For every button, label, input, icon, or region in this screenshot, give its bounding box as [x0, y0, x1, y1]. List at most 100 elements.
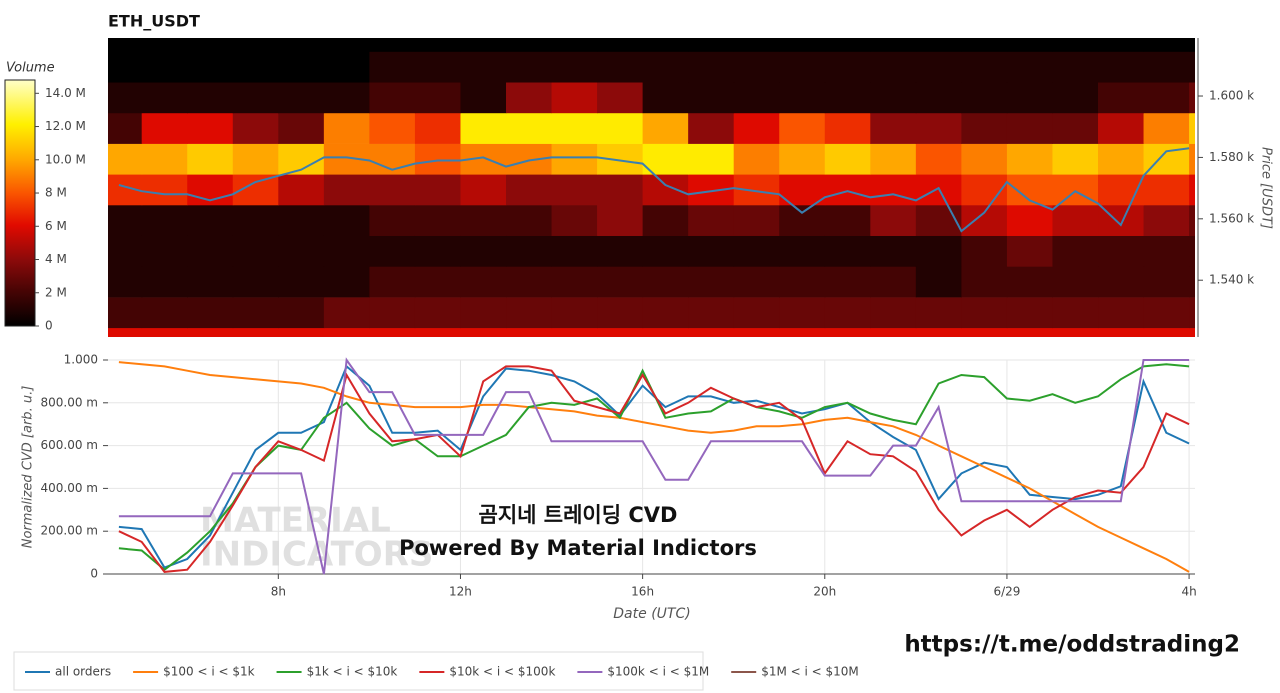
lines — [118, 357, 1190, 575]
heatmap-cell — [187, 82, 234, 114]
heatmap-cell — [870, 235, 917, 267]
heatmap-cell — [506, 51, 553, 83]
heatmap-cell — [187, 38, 234, 52]
heatmap-cell — [1143, 204, 1190, 236]
heatmap-cell — [460, 297, 507, 329]
link-text[interactable]: https://t.me/oddstrading2 — [904, 632, 1240, 658]
heatmap-cell — [1052, 112, 1099, 144]
heatmap-cell — [870, 174, 917, 206]
legend-label: $10k < i < $100k — [449, 665, 555, 679]
heatmap-cell — [460, 174, 507, 206]
heatmap-cell — [369, 235, 416, 267]
y-tick-label: 800.00 m — [41, 395, 99, 409]
heatmap-cell — [824, 235, 871, 267]
heatmap-cell — [961, 112, 1008, 144]
heatmap-cell — [1098, 82, 1145, 114]
heatmap-cell — [414, 143, 461, 175]
heatmap-cell — [369, 174, 416, 206]
heatmap-cell — [108, 266, 143, 298]
heatmap-cell — [597, 174, 644, 206]
heatmap-cell — [779, 82, 826, 114]
heatmap-cell — [824, 297, 871, 329]
heatmap-cell — [915, 266, 962, 298]
heatmap-cell — [1143, 174, 1190, 206]
heatmap-cell — [688, 82, 735, 114]
heatmap-cell — [108, 82, 143, 114]
heatmap-cell — [323, 82, 370, 114]
colorbar-tick-label: 14.0 M — [45, 86, 86, 100]
heatmap-cell — [1189, 327, 1195, 337]
y-tick-label: 200.00 m — [41, 524, 99, 538]
legend-label: $100 < i < $1k — [163, 665, 255, 679]
heatmap-cell — [1098, 235, 1145, 267]
heatmap-cell — [232, 38, 279, 52]
heatmap-cell — [1006, 112, 1053, 144]
heatmap-cell — [779, 112, 826, 144]
heatmap-cell — [642, 51, 689, 83]
heatmap-cell — [961, 297, 1008, 329]
heatmap-cell — [642, 297, 689, 329]
heatmap-cell — [688, 112, 735, 144]
heatmap-cell — [506, 204, 553, 236]
heatmap-cell — [1098, 327, 1145, 337]
heatmap-cell — [506, 174, 553, 206]
y-tick-label: 1.540 k — [1209, 273, 1254, 287]
heatmap-cell — [506, 235, 553, 267]
heatmap-cell — [1189, 112, 1195, 144]
heatmap-cell — [108, 235, 143, 267]
heatmap-cell — [642, 143, 689, 175]
heatmap-cell — [232, 112, 279, 144]
heatmap-cell — [642, 38, 689, 52]
heatmap-cell — [642, 82, 689, 114]
series-line — [118, 357, 1190, 575]
heatmap-cell — [1143, 327, 1190, 337]
heatmap-cell — [460, 235, 507, 267]
heatmap-cell — [1189, 297, 1195, 329]
heatmap-cell — [1052, 266, 1099, 298]
heatmap-cell — [551, 235, 598, 267]
x-tick-label: 8h — [271, 585, 286, 599]
series-line — [118, 361, 1190, 573]
heatmap-cell — [108, 143, 143, 175]
heatmap-cell — [1052, 235, 1099, 267]
heatmap-cell — [141, 266, 188, 298]
heatmap-cell — [414, 112, 461, 144]
heatmap-cell — [961, 174, 1008, 206]
annotation: 곰지네 트레이딩 CVD — [479, 503, 678, 527]
heatmap-cell — [323, 51, 370, 83]
heatmap-cell — [1143, 82, 1190, 114]
heatmap-cell — [597, 297, 644, 329]
heatmap-cell — [779, 297, 826, 329]
heatmap-cell — [551, 112, 598, 144]
heatmap-cell — [414, 82, 461, 114]
heatmap-cell — [1052, 297, 1099, 329]
heatmap-cell — [1189, 143, 1195, 175]
heatmap-cell — [915, 112, 962, 144]
heatmap-cell — [232, 266, 279, 298]
heatmap-cell — [915, 297, 962, 329]
heatmap — [108, 38, 1195, 337]
heatmap-cell — [506, 82, 553, 114]
heatmap-cell — [551, 204, 598, 236]
heatmap-cell — [187, 204, 234, 236]
heatmap-cell — [369, 327, 416, 337]
heatmap-cell — [187, 143, 234, 175]
heatmap-cell — [779, 38, 826, 52]
heatmap-cell — [642, 235, 689, 267]
heatmap-cell — [369, 112, 416, 144]
annotation: Powered By Material Indictors — [399, 536, 757, 560]
heatmap-cell — [460, 51, 507, 83]
heatmap-cell — [961, 204, 1008, 236]
heatmap-cell — [551, 174, 598, 206]
heatmap-cell — [369, 297, 416, 329]
chart-title: ETH_USDT — [108, 12, 200, 31]
heatmap-cell — [824, 174, 871, 206]
colorbar-tick-label: 12.0 M — [45, 119, 86, 133]
heatmap-cell — [414, 204, 461, 236]
heatmap-cell — [141, 112, 188, 144]
heatmap-cell — [1098, 38, 1145, 52]
heatmap-cell — [870, 82, 917, 114]
heatmap-cell — [597, 38, 644, 52]
heatmap-cell — [870, 327, 917, 337]
heatmap-cell — [323, 235, 370, 267]
